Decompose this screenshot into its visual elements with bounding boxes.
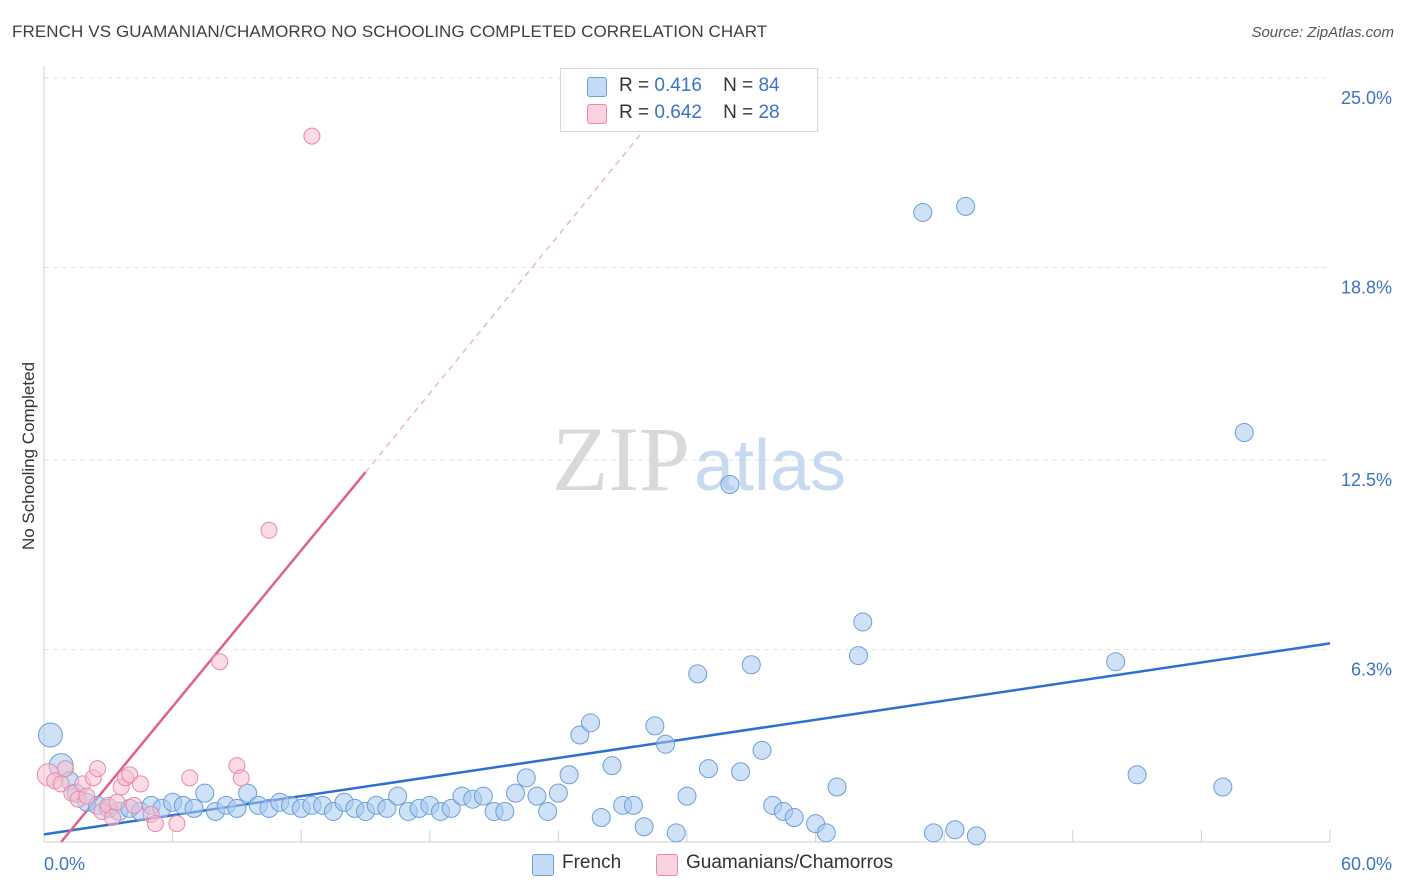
point-guamanians-23 <box>211 653 229 671</box>
legend-n-label: N = <box>723 102 754 123</box>
point-french-58 <box>656 734 676 754</box>
point-french-15 <box>195 783 215 803</box>
legend-n-value-french: 84 <box>758 75 780 96</box>
legend-r-value-guamanians: 0.642 <box>654 102 702 123</box>
point-french-79 <box>966 826 986 846</box>
point-french-72 <box>827 777 847 797</box>
watermark: ZIPatlas <box>552 408 846 510</box>
axes: No Schooling Completed 0.0% 60.0% ZIPatl… <box>19 362 1392 874</box>
y-tick-label-3: 25.0% <box>1341 88 1392 108</box>
point-french-18 <box>227 798 247 818</box>
point-french-81 <box>1127 765 1147 785</box>
y-tick-labels: 6.3% 12.5% 18.8% 25.0% <box>1341 88 1392 679</box>
point-guamanians-25 <box>232 769 250 787</box>
point-french-45 <box>516 768 536 788</box>
point-french-50 <box>570 725 590 745</box>
point-french-78 <box>956 196 976 216</box>
watermark-atlas-text: atlas <box>694 426 846 506</box>
legend-r-value-french: 0.416 <box>654 75 702 96</box>
point-french-57 <box>645 716 665 736</box>
point-french-61 <box>688 664 708 684</box>
point-french-47 <box>538 801 558 821</box>
point-french-49 <box>559 765 579 785</box>
point-french-65 <box>741 655 761 675</box>
point-french-48 <box>548 783 568 803</box>
point-french-73 <box>848 646 868 666</box>
point-french-33 <box>388 786 408 806</box>
point-french-82 <box>1213 777 1233 797</box>
bottom-legend-label-guamanians: Guamanians/Chamorros <box>686 852 893 873</box>
legend-swatch-guamanians <box>587 104 607 124</box>
series-french <box>37 196 1254 846</box>
point-french-83 <box>1234 422 1254 442</box>
point-guamanians-9 <box>89 760 107 778</box>
point-guamanians-22 <box>181 769 199 787</box>
point-french-75 <box>913 202 933 222</box>
point-french-0 <box>37 722 63 748</box>
point-french-55 <box>623 795 643 815</box>
chart-source: Source: ZipAtlas.com <box>1251 24 1394 41</box>
trendline-guamanians-extension <box>365 129 645 473</box>
x-tick-label-max: 60.0% <box>1341 854 1392 874</box>
point-french-32 <box>377 798 397 818</box>
point-french-74 <box>853 612 873 632</box>
y-tick-label-0: 6.3% <box>1351 659 1392 679</box>
point-french-52 <box>591 808 611 828</box>
legend-n-label: N = <box>723 75 754 96</box>
x-tick-label-min: 0.0% <box>44 854 85 874</box>
point-french-66 <box>752 740 772 760</box>
point-french-44 <box>506 783 526 803</box>
chart-title: FRENCH VS GUAMANIAN/CHAMORRO NO SCHOOLIN… <box>12 22 768 41</box>
watermark-zip-text: ZIP <box>552 408 690 510</box>
point-guamanians-17 <box>125 796 143 814</box>
point-french-53 <box>602 756 622 776</box>
legend-swatch-french <box>587 77 607 97</box>
point-guamanians-7 <box>78 787 96 805</box>
point-guamanians-26 <box>260 521 278 539</box>
point-guamanians-27 <box>303 127 321 145</box>
point-french-56 <box>634 817 654 837</box>
point-guamanians-21 <box>168 815 186 833</box>
point-guamanians-18 <box>131 775 149 793</box>
point-guamanians-3 <box>56 760 74 778</box>
y-tick-label-1: 12.5% <box>1341 470 1392 490</box>
point-guamanians-20 <box>146 815 164 833</box>
point-guamanians-12 <box>104 809 122 827</box>
point-french-71 <box>816 823 836 843</box>
bottom-legend-swatch-french <box>532 854 554 876</box>
y-axis-label: No Schooling Completed <box>19 362 38 550</box>
point-french-59 <box>666 823 686 843</box>
legend-n-value-guamanians: 28 <box>758 102 780 123</box>
point-french-43 <box>495 801 515 821</box>
point-french-63 <box>720 474 740 494</box>
point-french-76 <box>923 823 943 843</box>
point-guamanians-13 <box>108 793 126 811</box>
point-french-62 <box>698 759 718 779</box>
point-french-77 <box>945 820 965 840</box>
point-french-60 <box>677 786 697 806</box>
bottom-legend-swatch-guamanians <box>656 854 678 876</box>
point-french-46 <box>527 786 547 806</box>
point-french-19 <box>238 783 258 803</box>
stats-legend: R = 0.416 N = 84 R = 0.642 N = 28 <box>560 68 818 132</box>
point-french-51 <box>581 713 601 733</box>
point-french-41 <box>473 786 493 806</box>
legend-r-label: R = <box>619 102 650 123</box>
bottom-legend-label-french: French <box>562 852 622 873</box>
point-french-14 <box>184 798 204 818</box>
series-guamanians <box>36 127 321 833</box>
y-tick-label-2: 18.8% <box>1341 277 1392 297</box>
legend-r-label: R = <box>619 75 650 96</box>
point-french-80 <box>1106 652 1126 672</box>
point-french-38 <box>441 798 461 818</box>
point-french-69 <box>784 808 804 828</box>
point-french-64 <box>731 762 751 782</box>
